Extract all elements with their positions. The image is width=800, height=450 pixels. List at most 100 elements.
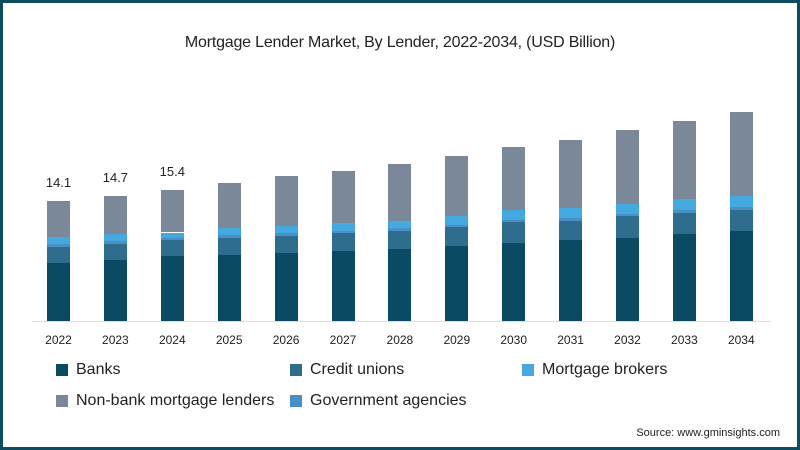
segment-non-bank (217, 183, 241, 229)
segment-banks (445, 246, 469, 321)
segment-non-bank (559, 139, 583, 208)
segment-credit-unions (47, 246, 70, 264)
segment-non-bank (160, 189, 184, 233)
segment-government (388, 228, 412, 231)
plot-area: 2022 14.1 2023 14.7 2024 15.4 2025 2026 2027 2028… (32, 111, 770, 347)
x-tick-label: 2024 (158, 333, 186, 347)
x-tick-label: 2026 (272, 333, 300, 347)
x-tick-label: 2027 (329, 333, 357, 347)
segment-banks (274, 252, 298, 321)
bar-2029 (445, 155, 469, 321)
segment-mortgage-brokers (388, 220, 412, 229)
value-label: 15.4 (159, 163, 185, 179)
x-tick-label: 2034 (727, 333, 755, 347)
segment-banks (103, 259, 127, 321)
segment-government (559, 218, 583, 221)
x-tick-label: 2029 (443, 333, 471, 347)
segment-government (729, 206, 753, 210)
x-tick-label: 2030 (500, 333, 528, 347)
legend-item-government: Government agencies (290, 392, 467, 410)
segment-banks (672, 234, 696, 321)
legend-label: Non-bank mortgage lenders (76, 392, 275, 409)
segment-non-bank (274, 176, 298, 226)
legend-item-mortgage-brokers: Mortgage brokers (522, 361, 667, 379)
bar-2024 (160, 189, 184, 321)
segment-mortgage-brokers (672, 199, 696, 211)
x-tick-label: 2032 (614, 333, 641, 347)
segment-credit-unions (103, 243, 127, 260)
segment-non-bank (103, 195, 127, 235)
segment-government (331, 230, 355, 234)
legend-item-non-bank: Non-bank mortgage lenders (56, 392, 274, 410)
segment-credit-unions (729, 209, 753, 231)
legend-label: Government agencies (310, 392, 467, 409)
segment-credit-unions (160, 240, 184, 257)
bar-2034 (729, 111, 753, 321)
value-label: 14.7 (102, 169, 129, 185)
x-tick-label: 2028 (386, 333, 414, 347)
segment-credit-unions (445, 227, 469, 247)
segment-mortgage-brokers (160, 232, 184, 238)
segment-banks (388, 248, 412, 321)
bar-2026 (274, 176, 298, 321)
legend-item-credit-unions: Credit unions (290, 361, 404, 379)
x-axis-line (32, 321, 770, 322)
segment-mortgage-brokers (616, 203, 639, 214)
bar-2028 (388, 163, 412, 321)
legend-item-banks: Banks (56, 361, 120, 379)
bar-2023 (103, 195, 127, 321)
segment-banks (217, 254, 241, 321)
segment-non-bank (616, 130, 639, 204)
bar-2031 (559, 139, 583, 321)
legend-swatch-icon (522, 364, 534, 376)
segment-government (217, 235, 241, 238)
segment-non-bank (502, 146, 526, 211)
x-tick-label: 2023 (102, 333, 129, 347)
segment-mortgage-brokers (445, 216, 469, 225)
segment-credit-unions (672, 212, 696, 235)
segment-mortgage-brokers (47, 236, 70, 245)
legend-swatch-icon (290, 395, 302, 407)
segment-government (103, 241, 127, 244)
legend-swatch-icon (56, 364, 68, 376)
segment-credit-unions (616, 216, 639, 238)
segment-government (160, 237, 184, 241)
segment-banks (160, 256, 184, 321)
bar-2022 (47, 201, 70, 321)
segment-credit-unions (331, 233, 355, 252)
segment-credit-unions (559, 220, 583, 241)
x-tick-label: 2025 (215, 333, 243, 347)
bar-2025 (217, 183, 241, 321)
segment-mortgage-brokers (103, 234, 127, 241)
segment-non-bank (331, 171, 355, 224)
segment-non-bank (388, 163, 412, 221)
segment-banks (47, 263, 70, 321)
bar-2027 (331, 171, 355, 321)
segment-mortgage-brokers (502, 210, 526, 220)
segment-mortgage-brokers (217, 228, 241, 236)
segment-mortgage-brokers (331, 223, 355, 231)
segment-credit-unions (274, 235, 298, 253)
legend-label: Banks (76, 361, 121, 378)
bar-2033 (672, 121, 696, 321)
bar-2032 (616, 130, 639, 321)
bar-2030 (502, 146, 526, 321)
segment-mortgage-brokers (274, 225, 298, 234)
segment-banks (331, 251, 355, 321)
legend-swatch-icon (56, 395, 68, 407)
segment-banks (729, 230, 753, 321)
value-label: 14.1 (45, 175, 72, 190)
segment-mortgage-brokers (559, 207, 583, 219)
legend-swatch-icon (290, 364, 302, 376)
segment-government (502, 219, 526, 223)
segment-government (274, 233, 298, 236)
legend-label: Mortgage brokers (542, 361, 668, 378)
segment-government (445, 224, 469, 228)
segment-credit-unions (388, 230, 412, 249)
x-tick-label: 2022 (45, 333, 72, 347)
segment-non-bank (672, 121, 696, 200)
segment-credit-unions (217, 237, 241, 255)
segment-credit-unions (502, 222, 526, 243)
source-note: Source: www.gminsights.com (636, 427, 780, 439)
segment-government (672, 210, 696, 213)
